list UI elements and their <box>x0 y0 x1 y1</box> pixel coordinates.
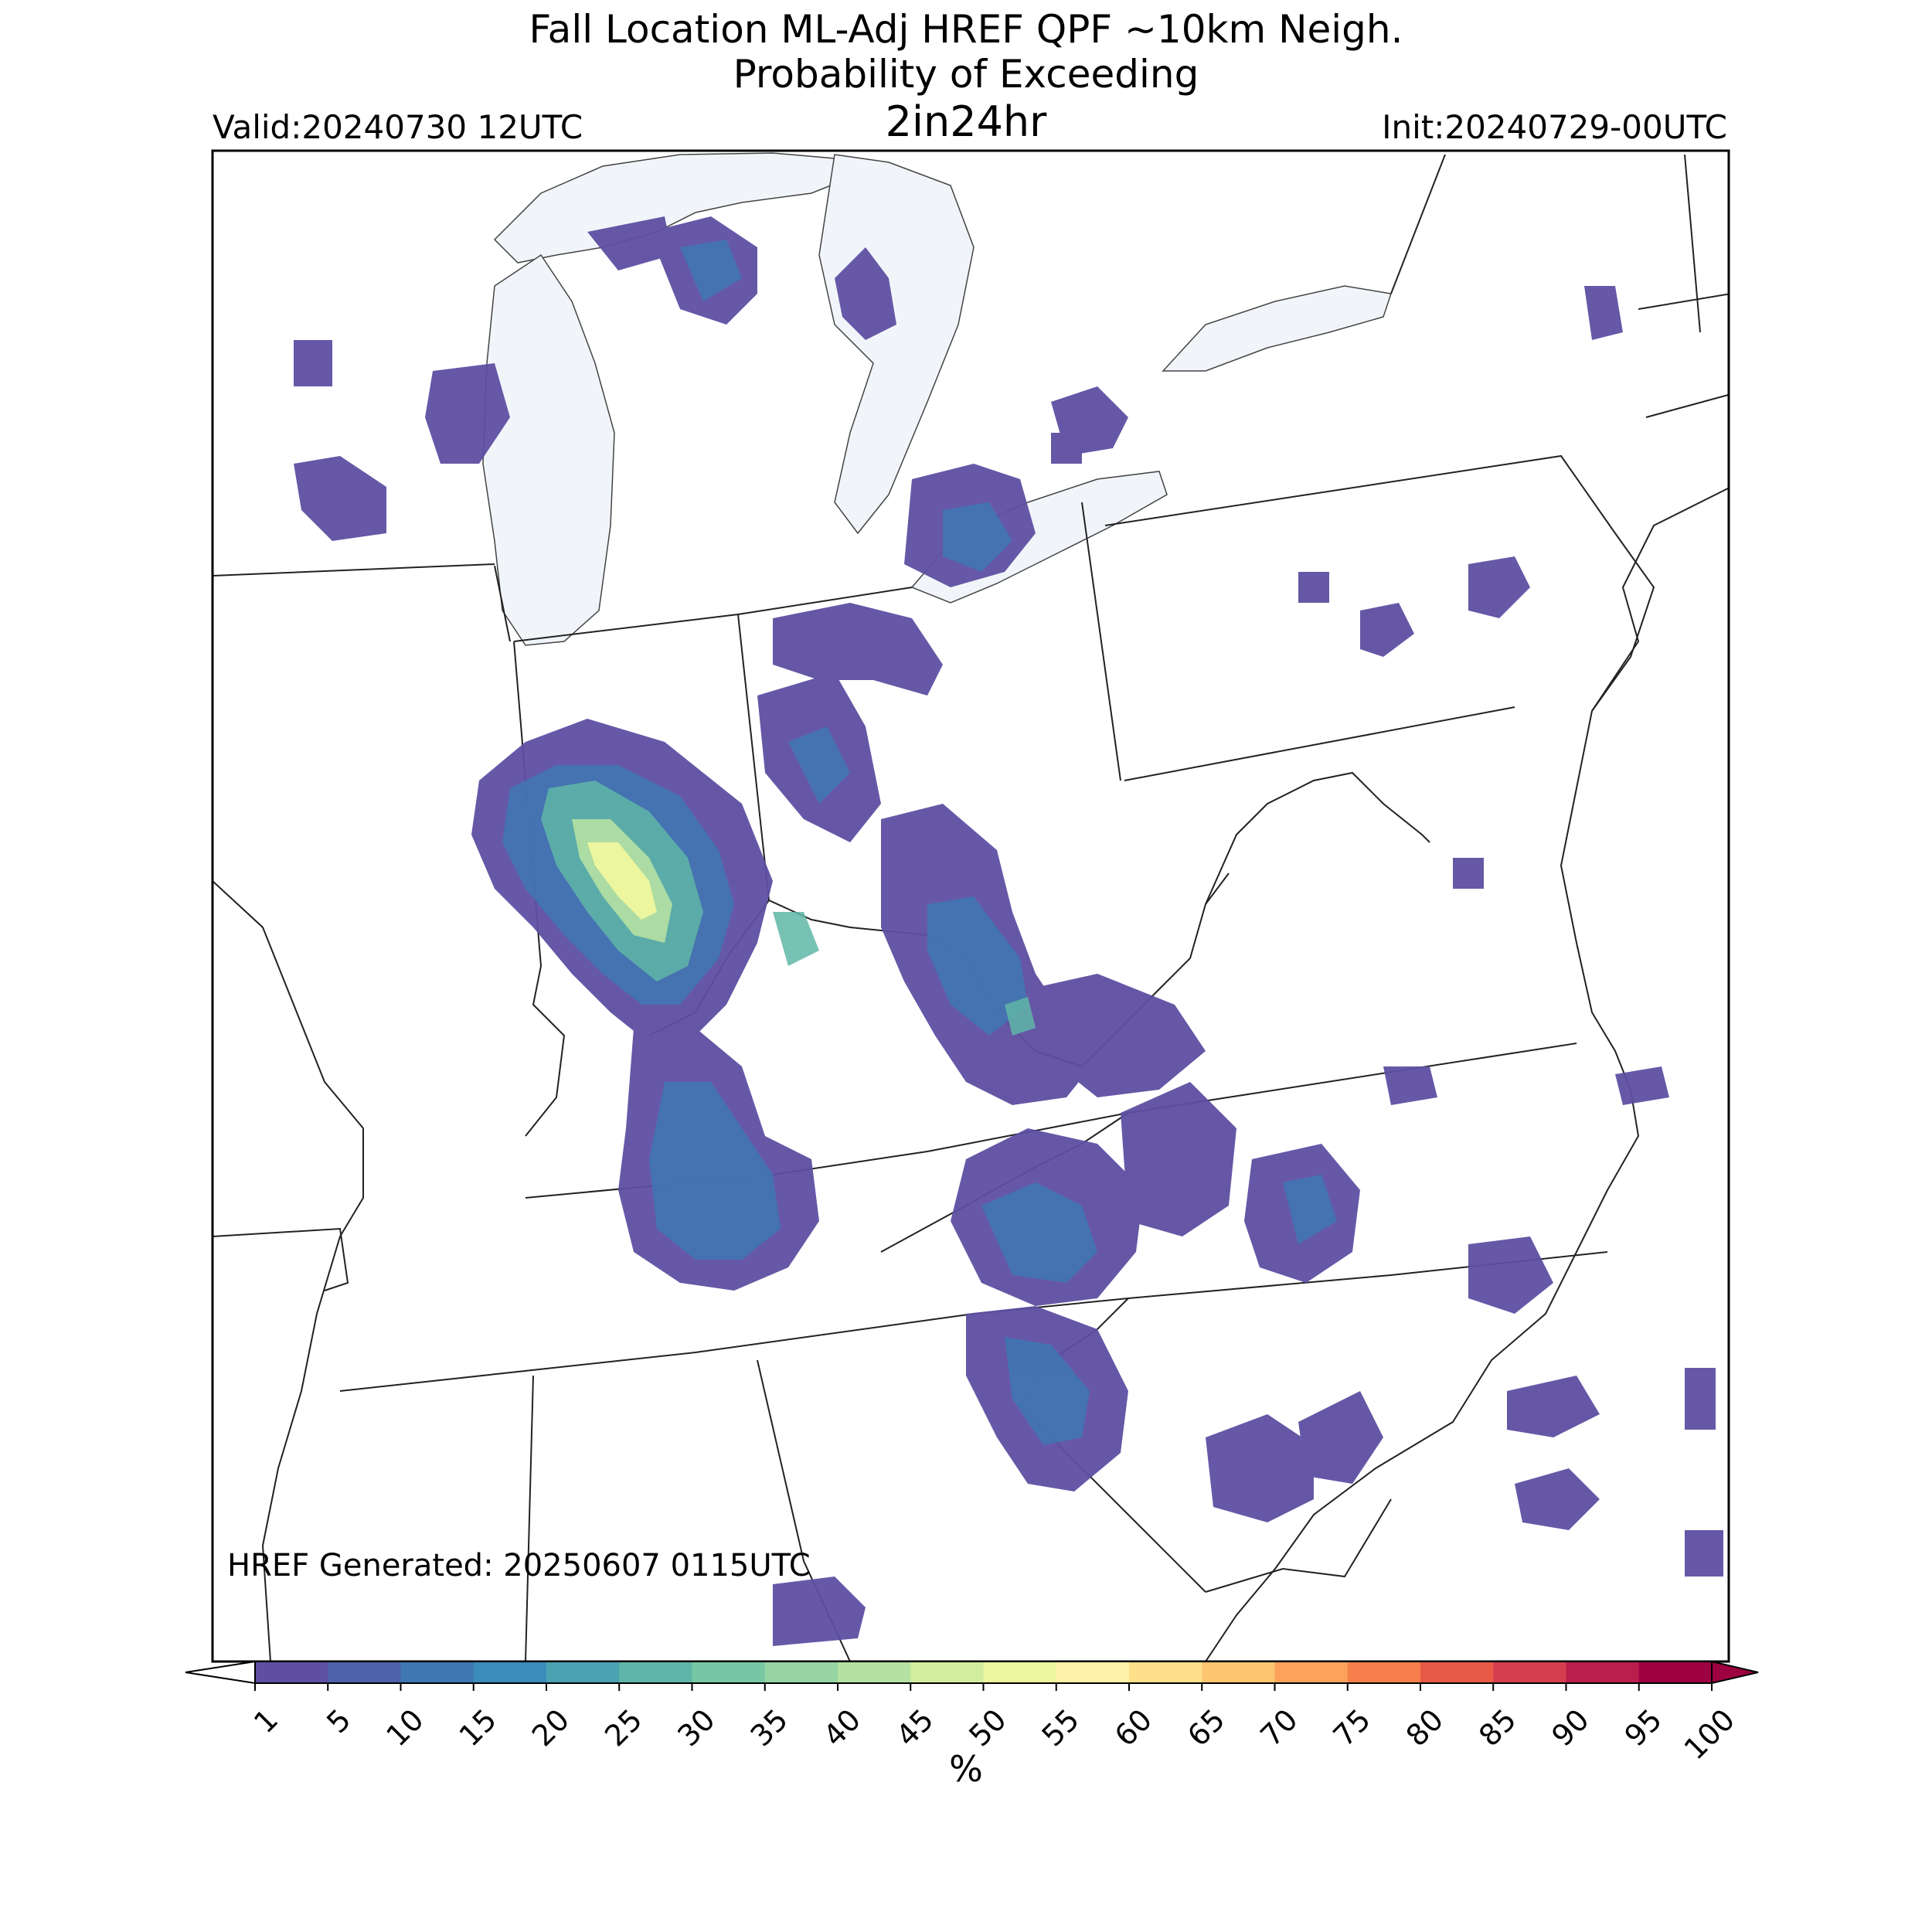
border-pa-md <box>1124 706 1515 781</box>
boundaries <box>213 154 1729 1662</box>
valid-time: Valid:20240730 12UTC <box>213 108 583 146</box>
border-in-mi <box>513 614 739 642</box>
border-mo-ar <box>213 1227 349 1291</box>
colorbar-unit-label: % <box>949 1748 983 1790</box>
border-nc-sc <box>1205 1498 1392 1593</box>
colorbar-tick-label: 90 <box>1545 1702 1595 1753</box>
colorbar-swatch <box>1202 1662 1275 1683</box>
colorbar-swatch <box>400 1662 474 1683</box>
generated-timestamp: HREF Generated: 20250607 0115UTC <box>227 1548 811 1583</box>
colorbar-tick-label: 10 <box>379 1702 430 1753</box>
colorbar-tick-label: 40 <box>817 1702 867 1753</box>
threshold-label: 2in24hr <box>885 97 1047 146</box>
colorbar-tick-label: 65 <box>1181 1702 1231 1753</box>
colorbar-tick-label: 95 <box>1618 1702 1668 1753</box>
border-mi-oh <box>737 587 913 615</box>
colorbar-swatch <box>764 1662 838 1683</box>
colorbar-swatch <box>1566 1662 1640 1683</box>
border-maine <box>1684 154 1701 333</box>
probability-field <box>294 216 1723 1646</box>
colorbar-tick-label: 45 <box>889 1702 940 1753</box>
init-time: Init:20240729-00UTC <box>1382 108 1727 146</box>
colorbar-tick-label: 85 <box>1472 1702 1522 1753</box>
colorbar-tick-label: 60 <box>1108 1702 1158 1753</box>
lake-huron <box>818 154 975 535</box>
lake-superior <box>493 152 852 264</box>
colorbar-tick-label: 75 <box>1327 1702 1377 1753</box>
border-oh-pa <box>1081 502 1121 781</box>
colorbar-tick-label: 80 <box>1400 1702 1450 1753</box>
colorbar-tick-label: 55 <box>1036 1702 1086 1753</box>
colorbar-tick-label: 5 <box>320 1702 357 1740</box>
border-wi-il <box>494 565 511 642</box>
colorbar-swatch <box>1056 1662 1130 1683</box>
colorbar-swatch <box>910 1662 984 1683</box>
mississippi-river <box>213 880 364 1662</box>
colorbar-swatch <box>1493 1662 1566 1683</box>
colorbar-tick-label: 25 <box>598 1702 648 1753</box>
colorbar-tick-label: 15 <box>453 1702 503 1753</box>
border-mn-wi <box>213 563 495 577</box>
colorbar-swatch <box>692 1662 766 1683</box>
map-area <box>213 152 1729 1662</box>
colorbar-swatch <box>838 1662 911 1683</box>
border-ny-ma <box>1645 393 1729 418</box>
atlantic-coast <box>1205 487 1729 1662</box>
colorbar-swatch <box>546 1662 620 1683</box>
colorbar-swatch <box>1129 1662 1202 1683</box>
colorbar-swatch <box>473 1662 547 1683</box>
colorbar-tick-label: 70 <box>1253 1702 1304 1753</box>
colorbar-swatch <box>619 1662 692 1683</box>
colorbar-swatch <box>983 1662 1057 1683</box>
colorbar-swatch <box>328 1662 401 1683</box>
colorbar-extend-max <box>1711 1660 1759 1685</box>
colorbar-swatch <box>255 1662 328 1683</box>
colorbar-swatch <box>1274 1662 1349 1683</box>
border-ky-tn <box>339 1298 1129 1392</box>
border-ms-al <box>525 1375 534 1662</box>
border-wv-va <box>1205 771 1430 905</box>
lake-ontario <box>1162 285 1392 372</box>
border-in-oh <box>737 614 770 901</box>
colorbar-tick-label: 20 <box>526 1702 576 1753</box>
map-subtitle: Probability of Exceeding <box>733 52 1199 97</box>
border-ny-vt <box>1638 293 1729 310</box>
colorbar-tick-label: 35 <box>744 1702 794 1753</box>
colorbar-swatch <box>1347 1662 1421 1683</box>
colorbar-swatch <box>1420 1662 1494 1683</box>
colorbar-tick-label: 30 <box>671 1702 721 1753</box>
border-nj <box>1591 532 1655 712</box>
colorbar-tick-label: 50 <box>962 1702 1012 1753</box>
prob-45-55 <box>587 842 657 920</box>
map-title: Fall Location ML-Adj HREF QPF ~10km Neig… <box>529 7 1403 52</box>
colorbar-swatch <box>1638 1662 1713 1683</box>
lake-michigan <box>482 253 615 646</box>
border-pa-ny <box>1104 454 1616 534</box>
border-canada-east <box>1390 154 1446 294</box>
colorbar-extend-min <box>185 1660 256 1685</box>
colorbar-tick-label: 1 <box>247 1702 284 1740</box>
